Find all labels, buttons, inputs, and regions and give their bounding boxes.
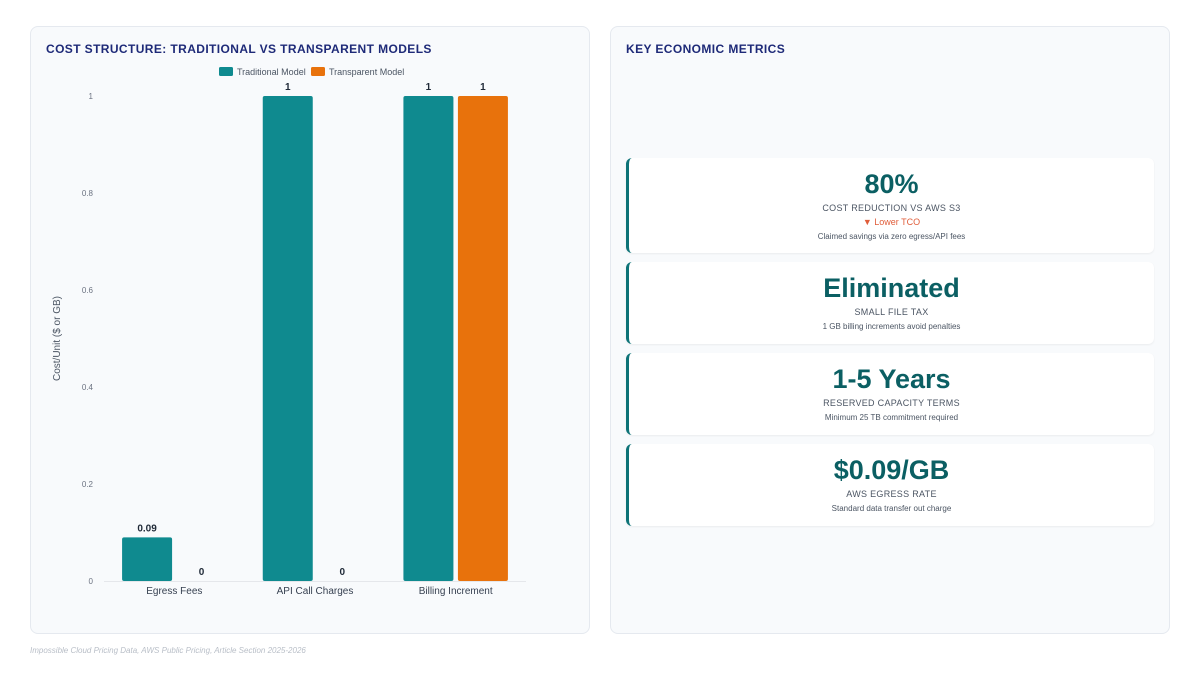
x-tick-label: Billing Increment bbox=[419, 586, 493, 597]
y-tick-label: 1 bbox=[89, 92, 94, 101]
bar-value-label: 1 bbox=[426, 82, 432, 93]
metric-label: SMALL FILE TAX bbox=[854, 307, 929, 317]
metric-label: AWS EGRESS RATE bbox=[846, 489, 937, 499]
chart-panel: COST STRUCTURE: TRADITIONAL VS TRANSPARE… bbox=[30, 26, 590, 634]
metric-value: Eliminated bbox=[823, 273, 960, 303]
bar bbox=[122, 537, 173, 581]
y-tick-label: 0.2 bbox=[82, 480, 94, 489]
bar-value-label: 1 bbox=[480, 82, 486, 93]
legend-swatch bbox=[219, 67, 233, 76]
metric-card-cost-reduction: 80% COST REDUCTION VS AWS S3 ▼ Lower TCO… bbox=[626, 158, 1154, 253]
bar bbox=[457, 96, 508, 581]
metrics-panel: KEY ECONOMIC METRICS 80% COST REDUCTION … bbox=[610, 26, 1170, 634]
metric-description: Standard data transfer out charge bbox=[831, 504, 952, 513]
y-axis-title: Cost/Unit ($ or GB) bbox=[52, 296, 63, 381]
metric-description: Claimed savings via zero egress/API fees bbox=[817, 232, 966, 241]
y-tick-label: 0.4 bbox=[82, 383, 94, 392]
metric-card-egress-rate: $0.09/GB AWS EGRESS RATE Standard data t… bbox=[626, 444, 1154, 526]
bar-value-label: 0 bbox=[199, 567, 205, 578]
legend-swatch bbox=[311, 67, 325, 76]
metric-description: 1 GB billing increments avoid penalties bbox=[822, 322, 961, 331]
bar bbox=[262, 96, 313, 581]
chart-title: COST STRUCTURE: TRADITIONAL VS TRANSPARE… bbox=[46, 42, 432, 56]
metric-value: 1-5 Years bbox=[832, 364, 951, 394]
metric-label: COST REDUCTION VS AWS S3 bbox=[822, 203, 961, 213]
metric-trend: ▼ Lower TCO bbox=[862, 217, 921, 227]
y-tick-label: 0.8 bbox=[82, 189, 94, 198]
x-tick-label: API Call Charges bbox=[277, 586, 354, 597]
y-tick-label: 0.6 bbox=[82, 286, 94, 295]
metric-value: 80% bbox=[864, 169, 919, 199]
legend-label: Transparent Model bbox=[329, 67, 404, 77]
bar-value-label: 0.09 bbox=[137, 523, 157, 534]
metric-label: RESERVED CAPACITY TERMS bbox=[823, 398, 960, 408]
bar-chart: Traditional Model Transparent Model 0 0.2 0.… bbox=[52, 67, 526, 597]
bar bbox=[403, 96, 454, 581]
metric-value: $0.09/GB bbox=[833, 455, 950, 485]
metric-card-reserved-capacity: 1-5 Years RESERVED CAPACITY TERMS Minimu… bbox=[626, 353, 1154, 435]
x-tick-label: Egress Fees bbox=[146, 586, 202, 597]
metric-description: Minimum 25 TB commitment required bbox=[824, 413, 959, 422]
metrics-title: KEY ECONOMIC METRICS bbox=[626, 42, 786, 56]
footer-source: Impossible Cloud Pricing Data, AWS Publi… bbox=[30, 646, 306, 655]
legend-label: Traditional Model bbox=[237, 67, 306, 77]
metric-card-small-file-tax: Eliminated SMALL FILE TAX 1 GB billing i… bbox=[626, 262, 1154, 344]
bar-value-label: 0 bbox=[339, 567, 345, 578]
y-tick-label: 0 bbox=[89, 577, 94, 586]
bar-value-label: 1 bbox=[285, 82, 291, 93]
